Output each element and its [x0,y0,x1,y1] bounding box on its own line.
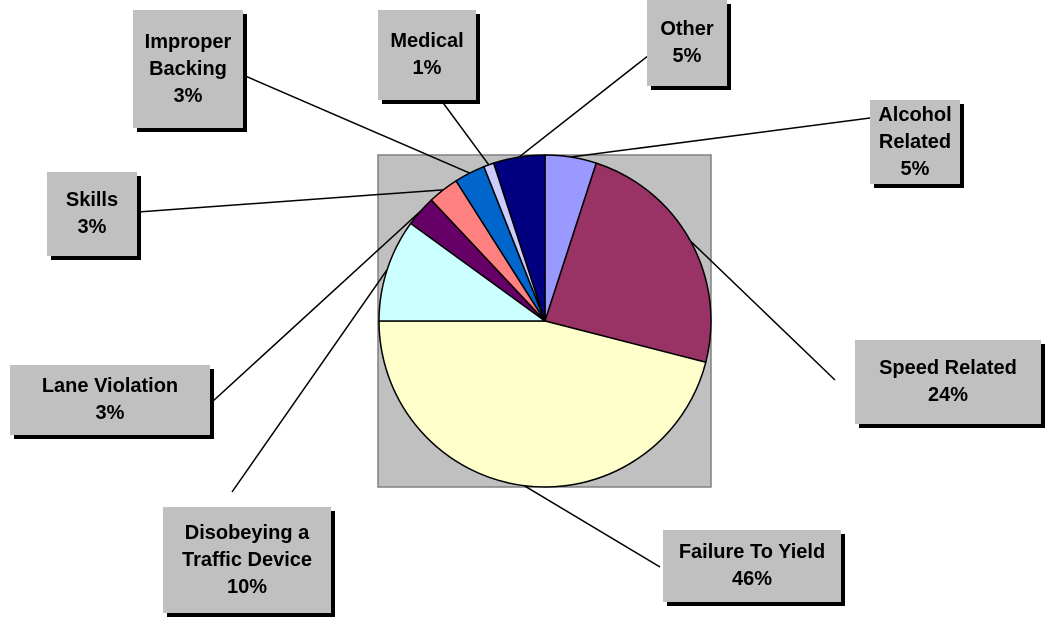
slice-value: 5% [900,157,930,180]
leader-line [518,47,659,158]
slice-name: Lane Violation [41,375,179,397]
slice-value: 3% [173,84,203,107]
leader-line [440,99,490,166]
slice-value: 3% [95,402,125,424]
slice-value: 24% [927,384,969,406]
pie-slice [378,320,707,488]
leader-line [570,117,871,158]
leader-line [137,189,444,213]
leader-line [689,240,836,381]
data-label: Disobeying a Traffic Device 10% [163,507,331,613]
slice-value: 10% [226,575,268,598]
slice-name: Alcohol Related [878,103,952,153]
leader-line [231,269,388,493]
data-label: Alcohol Related 5% [870,100,960,184]
slice-value: 46% [731,568,773,590]
slice-value: 3% [77,216,107,238]
leader-line [242,74,470,174]
data-label: Failure To Yield 46% [663,530,841,602]
slice-name: Skills [65,189,119,211]
data-label: Lane Violation 3% [10,365,210,435]
slice-value: 5% [672,45,702,67]
slice-name: Failure To Yield [678,541,826,563]
data-label: Improper Backing 3% [133,10,243,128]
slice-name: Other [660,18,714,40]
slice-name: Speed Related [879,357,1017,379]
slice-name: Disobeying a Traffic Device [181,521,313,571]
slice-value: 1% [412,57,442,79]
leader-line [523,485,661,568]
data-label: Skills 3% [47,172,137,256]
slice-name: Improper Backing [144,30,232,80]
data-label: Other 5% [647,0,727,86]
data-label: Medical 1% [378,10,476,100]
data-label: Speed Related 24% [855,340,1041,424]
pie-slice [492,154,546,322]
leader-line [211,210,421,403]
slice-name: Medical [390,30,464,52]
